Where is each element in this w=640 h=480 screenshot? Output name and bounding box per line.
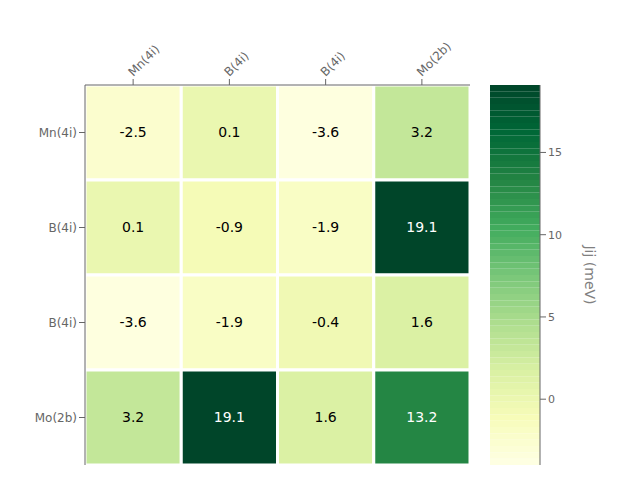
svg-text:0.1: 0.1 xyxy=(122,219,144,235)
svg-text:-0.9: -0.9 xyxy=(216,219,243,235)
svg-text:1.6: 1.6 xyxy=(314,409,336,425)
svg-text:15: 15 xyxy=(548,146,562,159)
svg-text:Mn(4i): Mn(4i) xyxy=(125,42,162,79)
svg-text:13.2: 13.2 xyxy=(406,409,437,425)
svg-text:19.1: 19.1 xyxy=(406,219,437,235)
svg-text:3.2: 3.2 xyxy=(122,409,144,425)
svg-text:5: 5 xyxy=(548,311,555,324)
svg-text:19.1: 19.1 xyxy=(214,409,245,425)
svg-text:-1.9: -1.9 xyxy=(312,219,339,235)
svg-text:-0.4: -0.4 xyxy=(312,314,339,330)
svg-text:Mn(4i): Mn(4i) xyxy=(39,126,77,140)
svg-text:3.2: 3.2 xyxy=(411,124,433,140)
svg-text:B(4i): B(4i) xyxy=(318,49,348,79)
svg-text:-3.6: -3.6 xyxy=(119,314,146,330)
svg-text:Mo(2b): Mo(2b) xyxy=(414,39,454,79)
svg-text:B(4i): B(4i) xyxy=(48,221,77,235)
svg-text:-1.9: -1.9 xyxy=(216,314,243,330)
svg-text:Jij (meV): Jij (meV) xyxy=(582,244,598,304)
svg-text:10: 10 xyxy=(548,229,562,242)
svg-text:0.1: 0.1 xyxy=(218,124,240,140)
svg-text:B(4i): B(4i) xyxy=(222,49,252,79)
svg-text:-2.5: -2.5 xyxy=(119,124,146,140)
svg-text:1.6: 1.6 xyxy=(411,314,433,330)
svg-text:Mo(2b): Mo(2b) xyxy=(35,411,77,425)
svg-text:B(4i): B(4i) xyxy=(48,316,77,330)
svg-text:0: 0 xyxy=(548,393,555,406)
svg-text:-3.6: -3.6 xyxy=(312,124,339,140)
